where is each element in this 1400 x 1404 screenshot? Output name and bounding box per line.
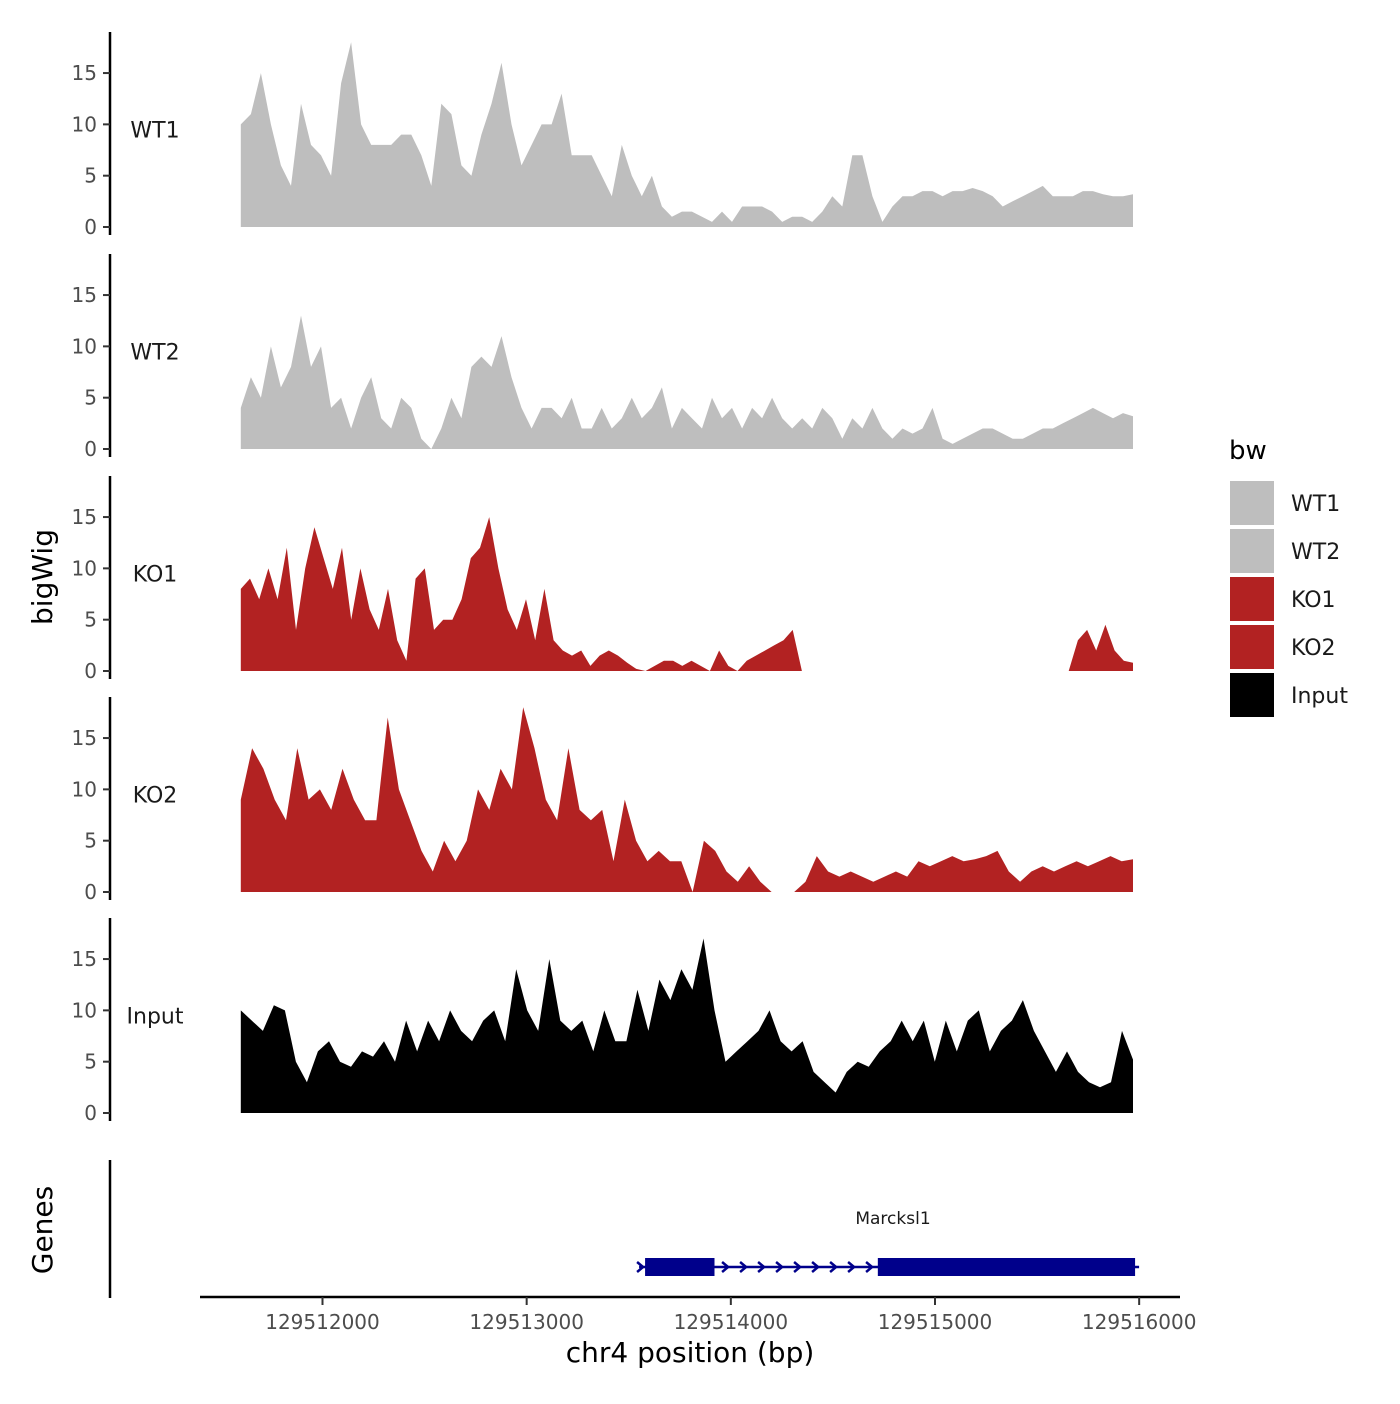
legend-label-wt1: WT1 bbox=[1291, 492, 1340, 517]
legend: bw WT1 WT2 KO1 KO2 Input bbox=[1228, 436, 1348, 719]
y-tick-label: 5 bbox=[84, 608, 97, 632]
track-label-wt2: WT2 bbox=[130, 341, 179, 366]
gene-strand-arrow-icon bbox=[793, 1261, 803, 1273]
track-ko2: 0 5 10 15 KO2 bbox=[72, 697, 1134, 904]
gene-strand-arrow-icon bbox=[865, 1261, 875, 1273]
y-tick-label: 0 bbox=[84, 880, 97, 904]
track-wt2: 0 5 10 15 WT2 bbox=[72, 254, 1134, 461]
legend-key-wt2 bbox=[1228, 527, 1276, 575]
area-ko2 bbox=[240, 707, 1134, 892]
y-tick-label: 10 bbox=[72, 556, 97, 580]
y-tick-label: 15 bbox=[72, 505, 97, 529]
y-axis-title: bigWig bbox=[26, 529, 59, 625]
y-tick-label: 5 bbox=[84, 1050, 97, 1074]
legend-key-wt1 bbox=[1228, 479, 1276, 527]
gene-strand-arrow-icon bbox=[739, 1261, 749, 1273]
legend-label-ko2: KO2 bbox=[1291, 636, 1336, 661]
legend-label-ko1: KO1 bbox=[1291, 588, 1336, 613]
gene-strand-arrow-icon bbox=[636, 1261, 646, 1273]
gene-strand-arrow-icon bbox=[811, 1261, 821, 1273]
legend-label-wt2: WT2 bbox=[1291, 540, 1340, 565]
gene-name-label: Marcksl1 bbox=[855, 1209, 930, 1229]
x-axis: 129512000 129513000 129514000 129515000 1295… bbox=[200, 1295, 1197, 1369]
track-label-input: Input bbox=[127, 1005, 184, 1030]
gene-exon-1 bbox=[645, 1258, 715, 1276]
legend-key-input bbox=[1228, 671, 1276, 719]
track-label-ko1: KO1 bbox=[133, 563, 178, 588]
track-ko1: 0 5 10 15 KO1 bbox=[72, 476, 1134, 683]
y-tick-label: 15 bbox=[72, 61, 97, 85]
gene-strand-arrow-icon bbox=[757, 1261, 767, 1273]
y-tick-label: 15 bbox=[72, 947, 97, 971]
track-input: 0 5 10 15 Input bbox=[72, 918, 1134, 1125]
genes-track: Genes Marcksl1 bbox=[26, 1160, 1140, 1298]
area-wt2 bbox=[240, 315, 1134, 449]
y-tick-label: 10 bbox=[72, 112, 97, 136]
genes-track-title: Genes bbox=[26, 1186, 59, 1274]
y-tick-label: 0 bbox=[84, 1101, 97, 1125]
y-tick-label: 5 bbox=[84, 164, 97, 188]
y-tick-label: 5 bbox=[84, 829, 97, 853]
legend-key-ko2 bbox=[1228, 623, 1276, 671]
area-input bbox=[240, 938, 1134, 1113]
gene-exon-2 bbox=[877, 1258, 1136, 1276]
y-tick-label: 0 bbox=[84, 215, 97, 239]
legend-key-ko1 bbox=[1228, 575, 1276, 623]
y-tick-label: 0 bbox=[84, 437, 97, 461]
y-tick-label: 15 bbox=[72, 283, 97, 307]
x-tick-label: 129512000 bbox=[265, 1310, 380, 1334]
x-tick-label: 129513000 bbox=[469, 1310, 584, 1334]
y-tick-label: 10 bbox=[72, 777, 97, 801]
legend-label-input: Input bbox=[1291, 684, 1348, 709]
y-tick-label: 15 bbox=[72, 726, 97, 750]
gene-strand-arrow-icon bbox=[775, 1261, 785, 1273]
legend-title: bw bbox=[1229, 436, 1267, 466]
x-tick-label: 129515000 bbox=[878, 1310, 993, 1334]
area-wt1 bbox=[240, 42, 1134, 227]
x-tick-label: 129516000 bbox=[1082, 1310, 1197, 1334]
gene-strand-arrow-icon bbox=[829, 1261, 839, 1273]
x-axis-title: chr4 position (bp) bbox=[566, 1336, 815, 1369]
track-label-ko2: KO2 bbox=[133, 784, 178, 809]
gene-strand-arrow-icon bbox=[847, 1261, 857, 1273]
gene-strand-arrow-icon bbox=[721, 1261, 731, 1273]
y-tick-label: 10 bbox=[72, 998, 97, 1022]
track-label-wt1: WT1 bbox=[130, 119, 179, 144]
area-ko1 bbox=[240, 517, 1134, 671]
y-tick-label: 0 bbox=[84, 659, 97, 683]
y-tick-label: 5 bbox=[84, 386, 97, 410]
y-tick-label: 10 bbox=[72, 334, 97, 358]
track-wt1: 0 5 10 15 WT1 bbox=[72, 32, 1134, 239]
x-tick-label: 129514000 bbox=[674, 1310, 789, 1334]
